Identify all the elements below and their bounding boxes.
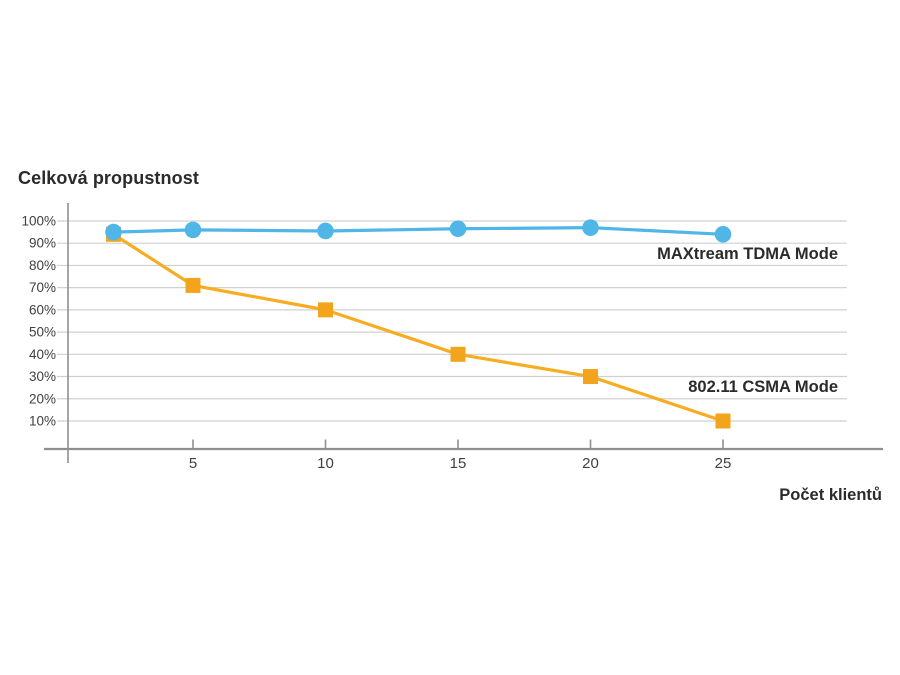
data-point (317, 222, 334, 240)
data-point (714, 226, 732, 243)
x-axis-tick-label: 10 (317, 455, 334, 472)
chart-title: Celková propustnost (18, 168, 199, 188)
x-axis-tick-label: 20 (582, 455, 599, 472)
y-axis-tick-label: 10% (29, 413, 56, 428)
y-axis-tick-label: 40% (29, 347, 56, 362)
y-axis-tick-label: 60% (29, 302, 56, 317)
y-axis-tick-label: 100% (21, 213, 56, 228)
series-label: 802.11 CSMA Mode (688, 378, 838, 396)
series-line (111, 226, 725, 236)
x-axis-tick-label: 5 (189, 455, 197, 472)
x-axis-tick-label: 15 (450, 455, 467, 472)
data-point (582, 219, 599, 236)
data-point (450, 346, 466, 362)
series-label: MAXtream TDMA Mode (657, 245, 838, 263)
data-point (715, 413, 731, 429)
y-axis-tick-label: 50% (29, 325, 56, 340)
y-axis-tick-label: 80% (29, 258, 56, 273)
x-axis-tick-label: 25 (715, 455, 732, 472)
data-point (449, 220, 467, 238)
data-point (184, 221, 202, 239)
y-axis-tick-label: 20% (29, 391, 56, 406)
data-point (318, 302, 333, 318)
y-axis-tick-label: 70% (29, 280, 56, 295)
data-point (105, 223, 122, 241)
data-point (185, 277, 201, 293)
y-axis-tick-label: 30% (29, 369, 56, 384)
y-axis-tick-label: 90% (29, 236, 56, 251)
series-line (111, 232, 725, 423)
data-point (583, 369, 598, 385)
x-axis-title: Počet klientů (779, 486, 882, 504)
